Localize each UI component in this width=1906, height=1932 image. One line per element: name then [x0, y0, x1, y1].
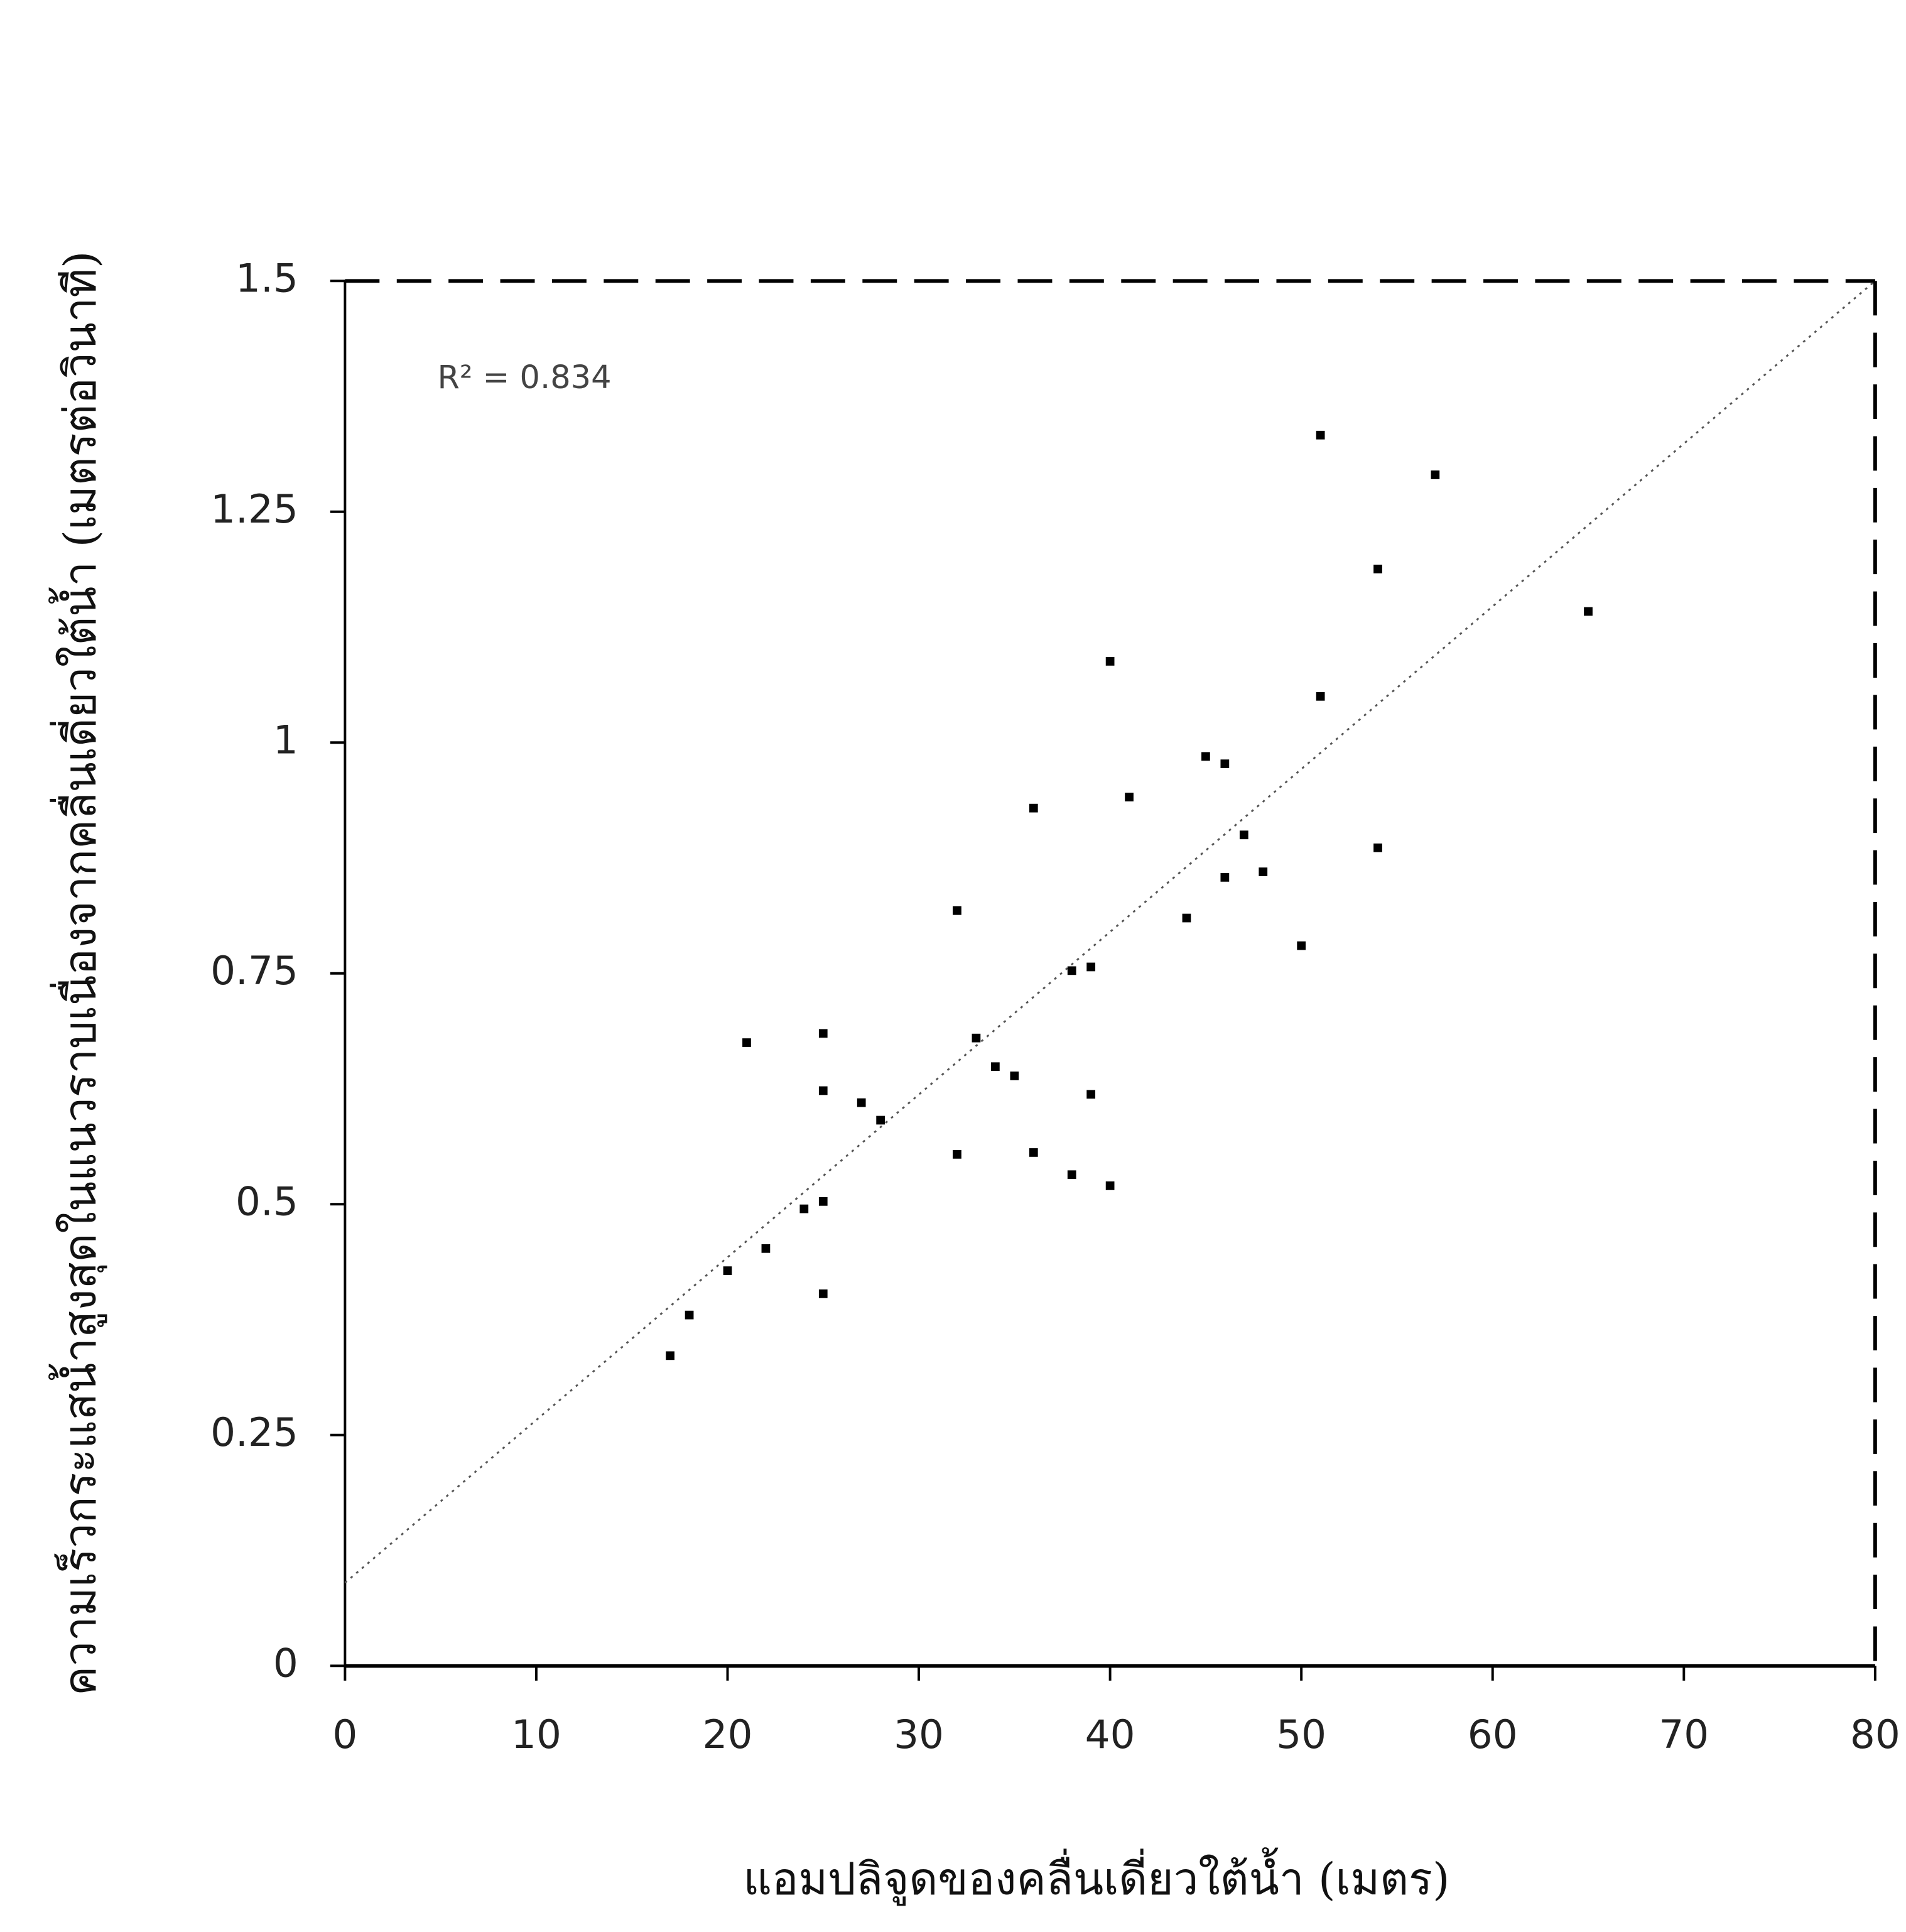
point	[1086, 962, 1096, 972]
point	[723, 1266, 732, 1275]
point	[685, 1310, 694, 1320]
point	[1259, 867, 1268, 876]
point	[1010, 1072, 1019, 1080]
x-tick-label: 60	[1468, 1712, 1518, 1757]
point	[876, 1115, 885, 1125]
point	[818, 1289, 828, 1298]
point	[1067, 1170, 1076, 1180]
point	[1201, 752, 1210, 761]
point	[818, 1029, 828, 1038]
point	[1029, 803, 1038, 813]
point	[1105, 657, 1115, 666]
x-tick-label: 30	[894, 1712, 944, 1757]
point	[953, 1150, 961, 1159]
x-tick-label: 50	[1276, 1712, 1326, 1757]
point	[742, 1038, 751, 1047]
point	[1373, 843, 1382, 852]
point	[818, 1086, 828, 1095]
point	[1029, 1148, 1038, 1157]
y-tick-label: 0.25	[210, 1409, 298, 1455]
y-tick-label: 0	[273, 1640, 298, 1686]
point	[761, 1244, 771, 1253]
point	[818, 1197, 828, 1206]
x-tick-label: 20	[703, 1712, 753, 1757]
y-tick-label: 1.25	[210, 486, 298, 532]
y-tick-label: 0.75	[210, 948, 298, 994]
y-tick-label: 0.5	[236, 1178, 298, 1224]
point	[1086, 1090, 1096, 1099]
point	[1373, 565, 1382, 573]
x-axis-title: แอมปลิจูดของคลื่นเดี่ยวใต้น้ำ (เมตร)	[744, 1847, 1450, 1906]
point	[1431, 470, 1440, 479]
point	[1239, 830, 1248, 840]
x-tick-label: 70	[1659, 1712, 1709, 1757]
point	[1067, 966, 1076, 975]
point	[1125, 793, 1134, 801]
trend-line	[344, 280, 1876, 1584]
x-tick-label: 10	[511, 1712, 561, 1757]
point	[799, 1204, 809, 1213]
point	[1297, 941, 1306, 950]
point	[972, 1033, 981, 1043]
point	[953, 906, 961, 915]
point	[666, 1351, 675, 1360]
annotation: R² = 0.834	[438, 359, 612, 396]
point	[1220, 873, 1230, 882]
y-tick-label: 1.5	[236, 255, 298, 301]
point	[1182, 913, 1191, 923]
y-tick-label: 1	[273, 717, 298, 762]
x-tick-label: 80	[1850, 1712, 1900, 1757]
point	[1105, 1181, 1115, 1190]
point	[1220, 759, 1230, 768]
point	[1316, 430, 1325, 440]
point	[857, 1098, 866, 1107]
point	[991, 1062, 1000, 1072]
x-tick-label: 0	[332, 1712, 357, 1757]
point	[1584, 607, 1593, 616]
y-axis-title: ความเร็วกระแสน้ำสูงสุดในแนวราบเนื่องจากค…	[48, 251, 107, 1696]
x-tick-label: 40	[1085, 1712, 1135, 1757]
point	[1316, 692, 1325, 701]
